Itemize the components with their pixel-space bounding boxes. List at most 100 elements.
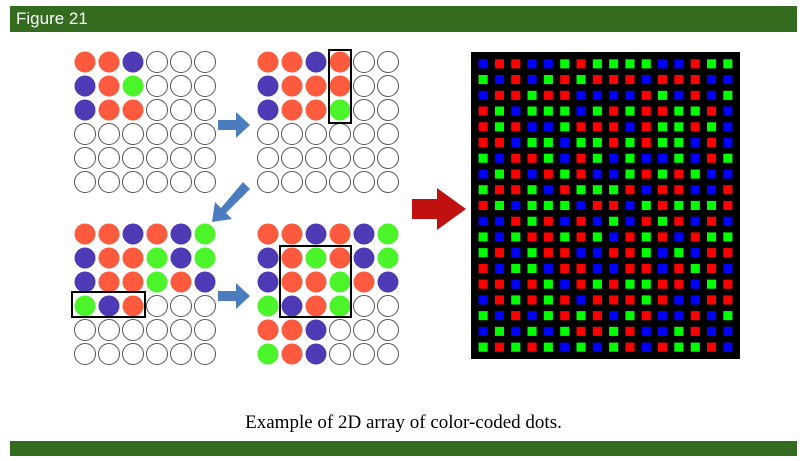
red-dot	[122, 295, 144, 317]
dense-dot	[478, 59, 488, 69]
dense-dot	[478, 232, 488, 242]
dense-dot	[478, 295, 488, 305]
dense-dot	[576, 295, 586, 305]
dense-dot	[674, 106, 684, 116]
dense-dot	[478, 342, 488, 352]
dense-dot	[641, 122, 651, 132]
arrow-right-2	[218, 283, 250, 309]
dense-dot	[592, 232, 602, 242]
empty-dot	[122, 319, 144, 341]
dense-dot	[641, 232, 651, 242]
empty-dot	[194, 343, 216, 365]
dense-dot	[641, 326, 651, 336]
dense-dot	[543, 169, 553, 179]
dense-dot	[641, 90, 651, 100]
dense-dot	[723, 295, 733, 305]
red-dot	[281, 247, 303, 269]
figure-header-bar: Figure 21	[10, 6, 797, 32]
dense-dot	[560, 216, 570, 226]
dense-dot	[543, 153, 553, 163]
dense-dot	[592, 169, 602, 179]
dense-dot	[690, 263, 700, 273]
empty-dot	[98, 171, 120, 193]
dot-grids	[74, 51, 399, 365]
dense-dot	[674, 185, 684, 195]
arrow-right-1	[218, 112, 250, 138]
dense-dot	[478, 200, 488, 210]
dense-dot	[690, 75, 700, 85]
empty-dot	[122, 123, 144, 145]
dense-dot	[527, 279, 537, 289]
dense-dot	[609, 279, 619, 289]
empty-dot	[377, 123, 399, 145]
dense-dot	[641, 263, 651, 273]
dense-dot	[527, 248, 537, 258]
dense-dot	[723, 311, 733, 321]
dense-dot	[641, 106, 651, 116]
red-dot	[329, 75, 351, 97]
dense-dot	[625, 153, 635, 163]
dense-dot	[707, 122, 717, 132]
green-dot	[146, 271, 168, 293]
grid-step-1	[74, 51, 216, 193]
empty-dot	[257, 147, 279, 169]
dense-dot	[543, 200, 553, 210]
dense-dot	[723, 122, 733, 132]
empty-dot	[329, 171, 351, 193]
empty-dot	[377, 147, 399, 169]
figure-caption: Example of 2D array of color-coded dots.	[245, 412, 562, 433]
blue-dot	[170, 247, 192, 269]
dense-dot	[641, 169, 651, 179]
blue-dot	[257, 75, 279, 97]
dense-dot	[625, 326, 635, 336]
dense-dot	[674, 153, 684, 163]
dense-dot	[543, 90, 553, 100]
red-dot	[329, 51, 351, 73]
dense-dot	[641, 153, 651, 163]
dense-dot	[690, 279, 700, 289]
dense-dot	[478, 311, 488, 321]
dense-dot	[723, 75, 733, 85]
dense-dot	[592, 122, 602, 132]
dense-dot	[625, 311, 635, 321]
dense-dot	[674, 295, 684, 305]
blue-dot	[305, 223, 327, 245]
dense-dot	[707, 311, 717, 321]
red-dot	[98, 99, 120, 121]
dense-dot	[543, 326, 553, 336]
empty-dot	[353, 51, 375, 73]
dense-dot	[560, 106, 570, 116]
red-dot	[281, 75, 303, 97]
dense-dot	[576, 106, 586, 116]
dense-dot	[511, 153, 521, 163]
dense-dot	[511, 59, 521, 69]
dense-dot	[609, 200, 619, 210]
red-dot	[98, 223, 120, 245]
dense-dot	[478, 153, 488, 163]
empty-dot	[146, 123, 168, 145]
empty-dot	[74, 319, 96, 341]
dense-dot	[707, 342, 717, 352]
dense-dot	[690, 248, 700, 258]
dense-dot	[609, 153, 619, 163]
empty-dot	[194, 51, 216, 73]
dense-dot	[658, 200, 668, 210]
dense-dot	[560, 200, 570, 210]
dense-dot	[576, 90, 586, 100]
dense-dot	[625, 248, 635, 258]
dense-dot	[543, 248, 553, 258]
blue-dot	[305, 319, 327, 341]
red-dot	[74, 223, 96, 245]
dense-dot	[494, 232, 504, 242]
dense-dot	[511, 311, 521, 321]
dense-dot	[674, 75, 684, 85]
dense-dot	[658, 279, 668, 289]
dense-dot	[543, 342, 553, 352]
dense-dot	[511, 75, 521, 85]
empty-dot	[170, 123, 192, 145]
red-dot	[281, 51, 303, 73]
empty-dot	[74, 171, 96, 193]
dense-dot	[674, 279, 684, 289]
dense-dot	[625, 90, 635, 100]
